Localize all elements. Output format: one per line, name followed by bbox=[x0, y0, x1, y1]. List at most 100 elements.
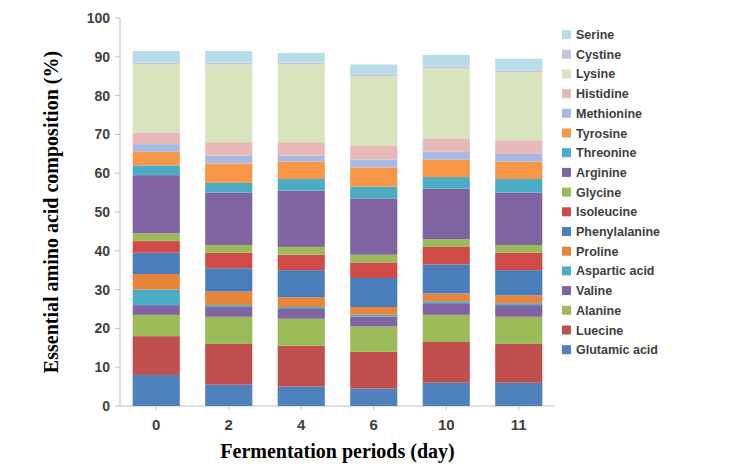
bar-segment bbox=[133, 165, 180, 175]
legend-swatch bbox=[562, 227, 571, 236]
legend-label: Glutamic acid bbox=[576, 343, 658, 357]
bar-segment bbox=[133, 175, 180, 233]
bar-segment bbox=[133, 233, 180, 241]
x-tick bbox=[301, 406, 302, 410]
bar-segment bbox=[205, 344, 252, 385]
y-tick bbox=[115, 328, 120, 329]
bar-segment bbox=[350, 278, 397, 307]
bar-segment bbox=[133, 132, 180, 144]
bar-segment bbox=[350, 187, 397, 199]
bar-segment bbox=[350, 65, 397, 75]
bar-segment bbox=[495, 193, 542, 245]
y-tick-label: 30 bbox=[94, 282, 110, 298]
bar-segment bbox=[423, 383, 470, 406]
y-tick-label: 70 bbox=[94, 126, 110, 142]
x-tick-label: 2 bbox=[225, 416, 233, 433]
bar-segment bbox=[495, 305, 542, 317]
bar-segment bbox=[133, 63, 180, 65]
bar-segment bbox=[278, 247, 325, 255]
legend-swatch bbox=[562, 69, 571, 78]
bar-segment bbox=[495, 295, 542, 303]
legend-swatch bbox=[562, 50, 571, 59]
y-tick-label: 80 bbox=[94, 88, 110, 104]
bar-segment bbox=[350, 255, 397, 263]
bar-segment bbox=[495, 70, 542, 72]
bar-segment bbox=[133, 241, 180, 253]
bar-segment bbox=[423, 138, 470, 152]
legend-swatch bbox=[562, 247, 571, 256]
x-axis-line bbox=[120, 406, 555, 407]
bar-segment bbox=[423, 67, 470, 69]
bar-segment bbox=[278, 297, 325, 307]
bar-segment bbox=[423, 55, 470, 67]
bar-segment bbox=[205, 292, 252, 306]
bar-segment bbox=[495, 179, 542, 193]
bar-segment bbox=[423, 247, 470, 264]
legend-swatch bbox=[562, 109, 571, 118]
bar-segment bbox=[133, 315, 180, 336]
bar-segment bbox=[495, 245, 542, 253]
y-tick bbox=[115, 250, 120, 251]
legend-swatch bbox=[562, 306, 571, 315]
x-tick-label: 10 bbox=[438, 416, 455, 433]
bar-segment bbox=[423, 342, 470, 383]
bar-segment bbox=[423, 189, 470, 239]
x-tick-label: 0 bbox=[152, 416, 160, 433]
bar-segment bbox=[278, 162, 325, 179]
bar-segment bbox=[133, 305, 180, 315]
x-tick bbox=[518, 406, 519, 410]
bar-segment bbox=[205, 385, 252, 406]
bar-segment bbox=[278, 142, 325, 156]
bar-segment bbox=[495, 59, 542, 71]
legend-swatch bbox=[562, 30, 571, 39]
y-tick-label: 20 bbox=[94, 320, 110, 336]
legend-label: Aspartic acid bbox=[576, 264, 655, 278]
y-tick bbox=[115, 406, 120, 407]
bar-segment bbox=[423, 293, 470, 301]
x-tick bbox=[446, 406, 447, 410]
bar-segment bbox=[350, 146, 397, 160]
legend-label: Valine bbox=[576, 284, 612, 298]
bar-segment bbox=[205, 65, 252, 143]
y-tick-label: 0 bbox=[102, 398, 110, 414]
y-tick bbox=[115, 212, 120, 213]
bar-segment bbox=[133, 336, 180, 375]
legend-swatch bbox=[562, 89, 571, 98]
bar-segment bbox=[278, 319, 325, 346]
legend-label: Histidine bbox=[576, 87, 629, 101]
bar-segment bbox=[133, 290, 180, 306]
legend-label: Glycine bbox=[576, 186, 621, 200]
y-tick-label: 10 bbox=[94, 359, 110, 375]
x-tick bbox=[228, 406, 229, 410]
bar-segment bbox=[495, 162, 542, 179]
bar-segment bbox=[350, 389, 397, 406]
bar-segment bbox=[350, 198, 397, 254]
legend-swatch bbox=[562, 345, 571, 354]
legend-swatch bbox=[562, 148, 571, 157]
bar-segment bbox=[350, 262, 397, 278]
bars bbox=[133, 51, 543, 406]
bar-segment bbox=[278, 53, 325, 63]
y-tick bbox=[115, 367, 120, 368]
legend-label: Lysine bbox=[576, 67, 615, 81]
chart: 010203040506070809010002461011Fermentati… bbox=[0, 0, 748, 472]
bar-segment bbox=[423, 177, 470, 189]
legend-swatch bbox=[562, 168, 571, 177]
bar-segment bbox=[133, 152, 180, 166]
y-tick bbox=[115, 173, 120, 174]
y-tick bbox=[115, 134, 120, 135]
x-tick bbox=[373, 406, 374, 410]
bar-segment bbox=[205, 51, 252, 63]
legend-label: Proline bbox=[576, 245, 618, 259]
x-axis-title: Fermentation periods (day) bbox=[220, 440, 454, 463]
x-tick-label: 4 bbox=[297, 416, 306, 433]
legend-label: Alanine bbox=[576, 304, 621, 318]
bar-segment bbox=[205, 183, 252, 193]
bar-segment bbox=[205, 193, 252, 245]
legend-swatch bbox=[562, 188, 571, 197]
bar-segment bbox=[133, 65, 180, 133]
bar-segment bbox=[205, 317, 252, 344]
bar-segment bbox=[350, 167, 397, 186]
bar-segment bbox=[423, 68, 470, 138]
legend-label: Methionine bbox=[576, 107, 642, 121]
